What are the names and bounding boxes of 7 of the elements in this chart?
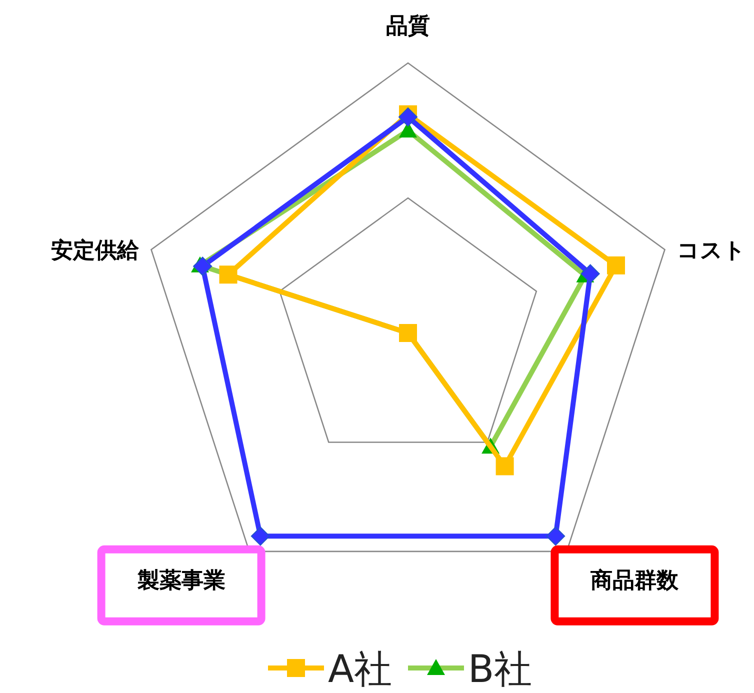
legend-label: B社: [468, 647, 532, 691]
spoke-label: 安定供給: [51, 238, 140, 264]
spoke-label: 商品群数: [590, 567, 680, 594]
spoke-label: 品質: [386, 13, 430, 39]
spoke-label: コスト: [676, 238, 746, 264]
legend-label: A社: [328, 647, 392, 691]
spoke-label: 製薬事業: [136, 568, 226, 594]
